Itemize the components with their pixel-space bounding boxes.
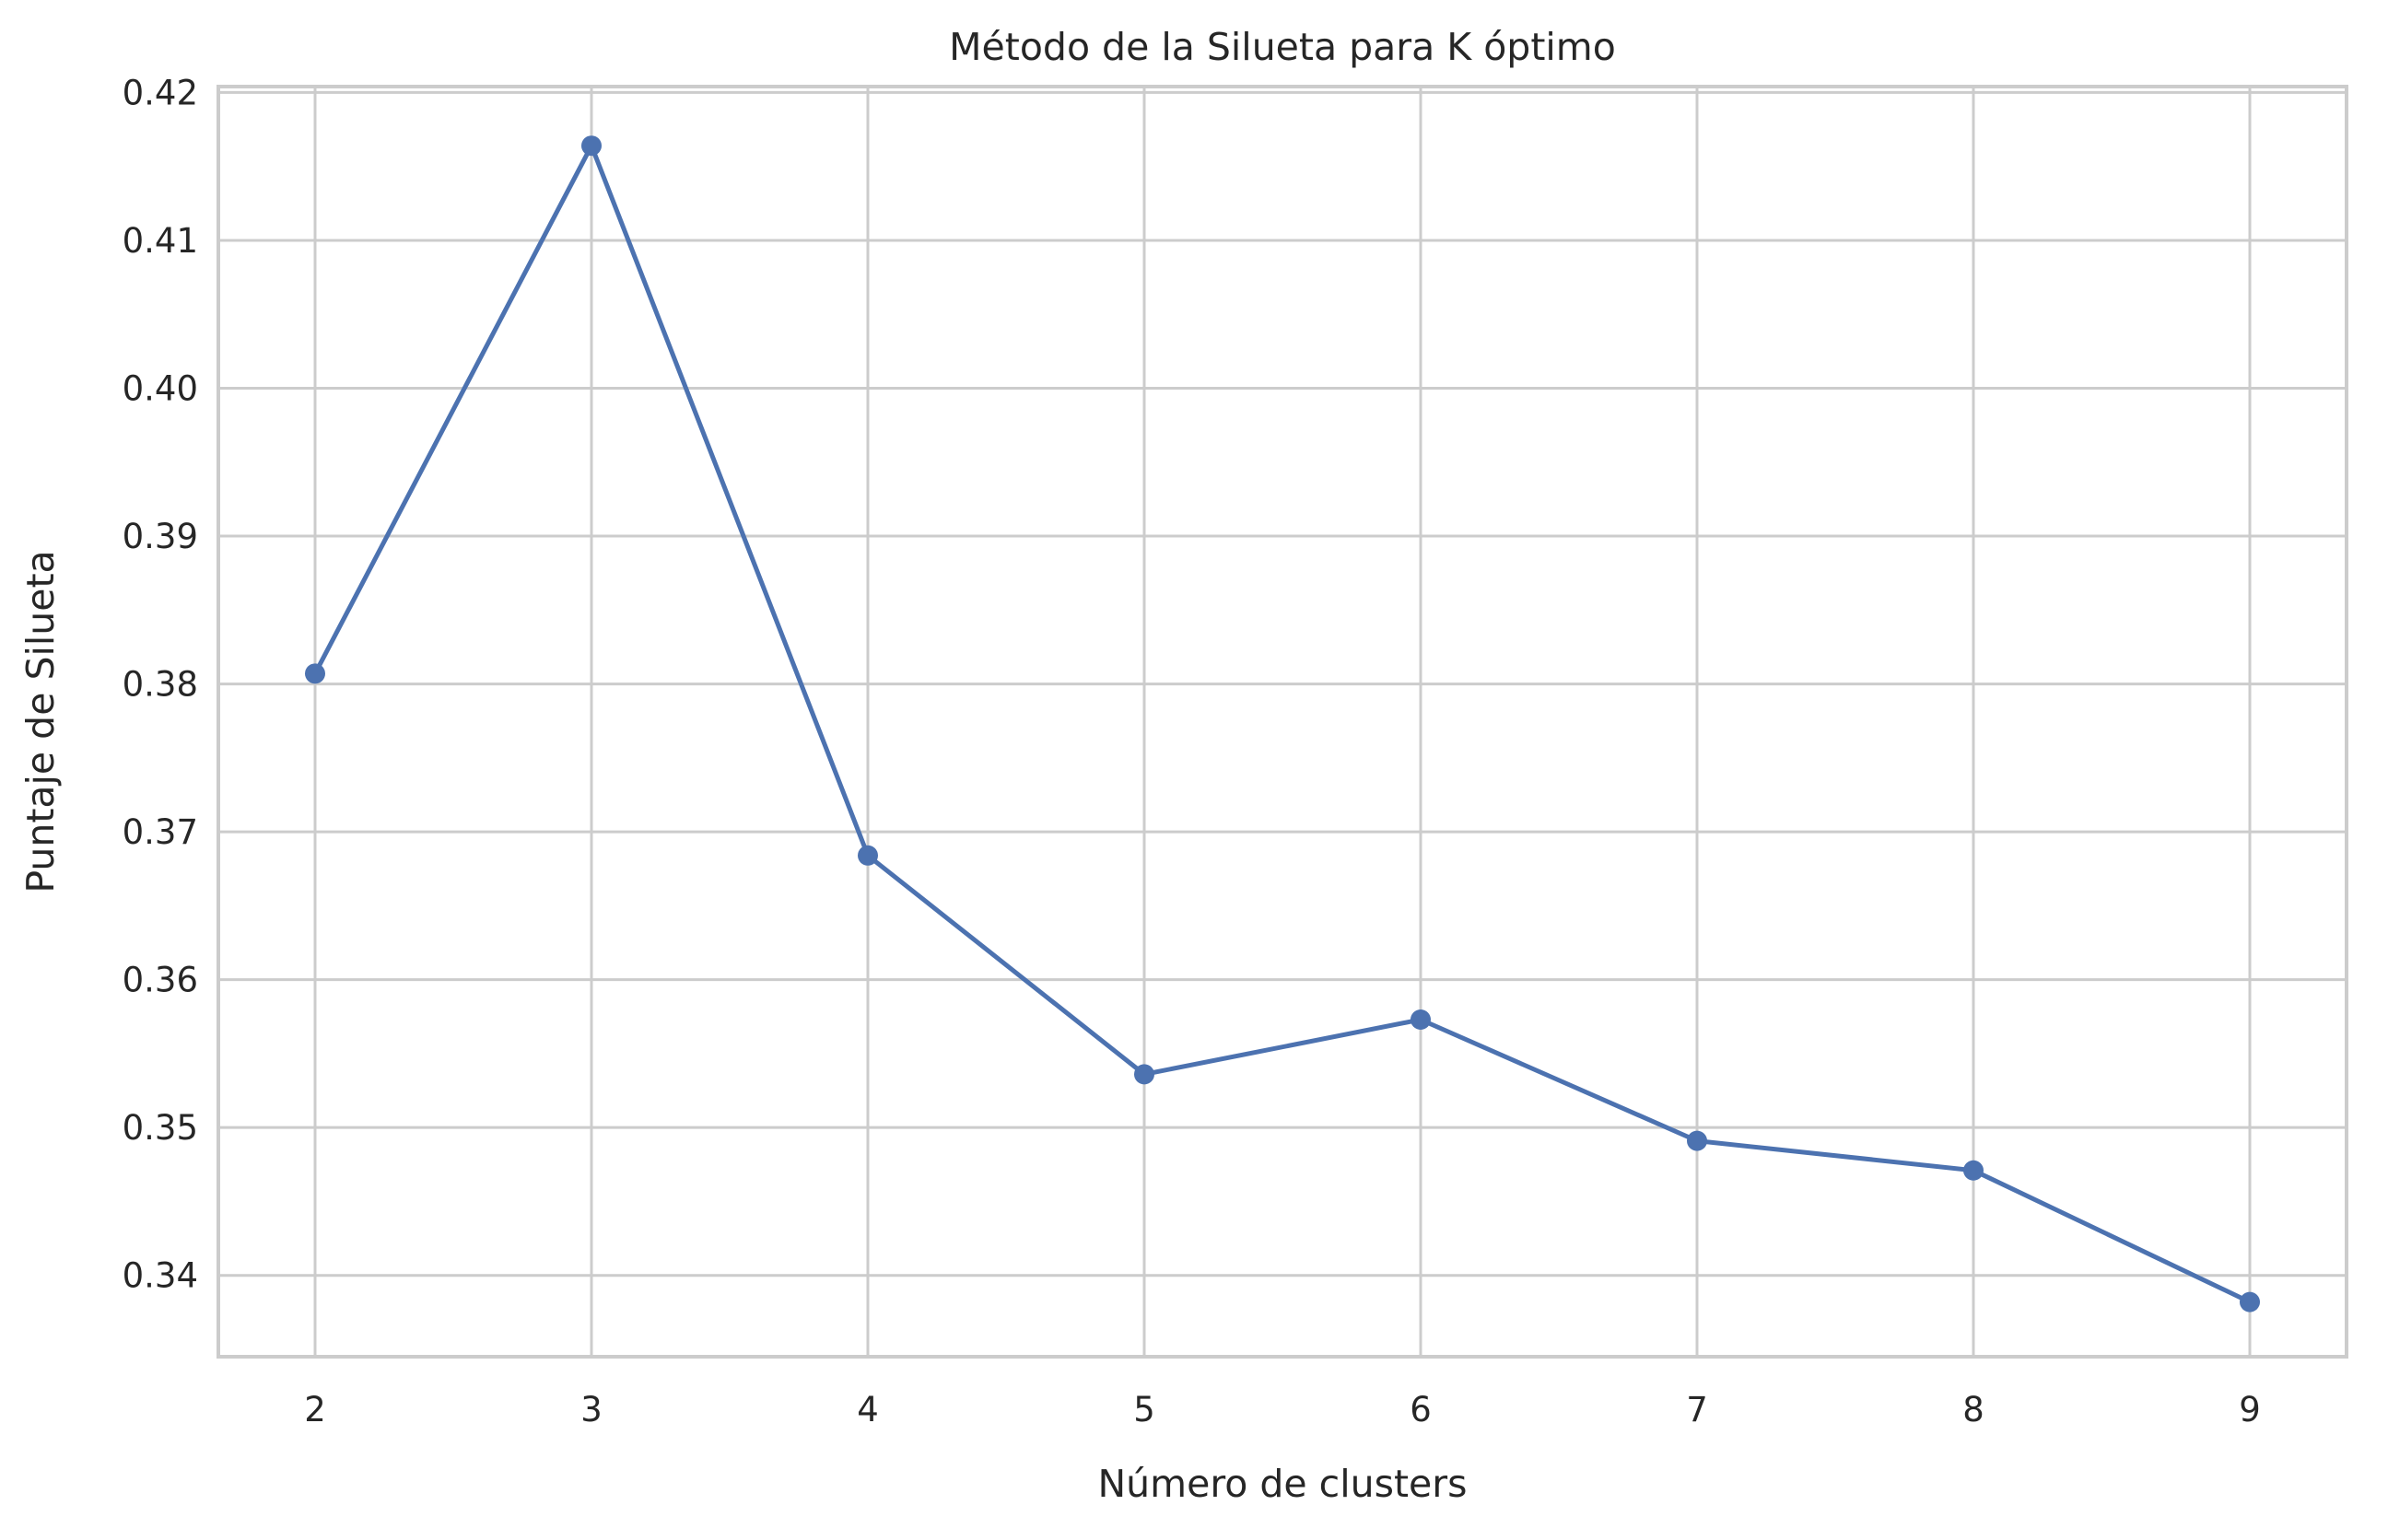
data-point xyxy=(1963,1160,1984,1181)
y-tick-label: 0.34 xyxy=(123,1256,198,1296)
x-axis-label: Número de clusters xyxy=(1098,1462,1468,1506)
y-tick-label: 0.40 xyxy=(123,368,198,408)
data-point xyxy=(305,663,325,684)
data-point xyxy=(581,135,602,157)
y-tick-label: 0.41 xyxy=(123,221,198,261)
data-point xyxy=(1687,1130,1707,1151)
grid xyxy=(218,87,2347,1357)
series-line xyxy=(312,143,2253,1305)
data-point xyxy=(858,845,878,866)
y-axis-ticks: 0.34 0.35 0.36 0.37 0.38 0.39 0.40 0.41 0.42 xyxy=(123,73,198,1295)
x-tick-label: 9 xyxy=(2239,1390,2261,1429)
series-layer xyxy=(305,135,2260,1312)
y-tick-label: 0.39 xyxy=(123,517,198,556)
y-tick-label: 0.42 xyxy=(123,73,198,112)
x-tick-label: 6 xyxy=(1410,1390,1432,1429)
x-tick-label: 4 xyxy=(857,1390,879,1429)
data-point xyxy=(2240,1291,2260,1312)
y-tick-label: 0.35 xyxy=(123,1108,198,1148)
x-axis-ticks: 2 3 4 5 6 7 8 9 xyxy=(304,1390,2261,1429)
x-tick-label: 2 xyxy=(304,1390,326,1429)
x-tick-label: 3 xyxy=(580,1390,603,1429)
y-axis-label: Puntaje de Silueta xyxy=(18,550,63,892)
data-point xyxy=(1134,1064,1154,1085)
x-tick-label: 8 xyxy=(1962,1390,1984,1429)
data-point xyxy=(1411,1009,1431,1030)
x-tick-label: 7 xyxy=(1686,1390,1708,1429)
y-tick-label: 0.37 xyxy=(123,812,198,852)
chart-title: Método de la Silueta para K óptimo xyxy=(949,25,1616,69)
y-tick-label: 0.38 xyxy=(123,665,198,705)
plot-frame xyxy=(217,85,2348,1359)
y-tick-label: 0.36 xyxy=(123,961,198,1000)
x-tick-label: 5 xyxy=(1133,1390,1155,1429)
